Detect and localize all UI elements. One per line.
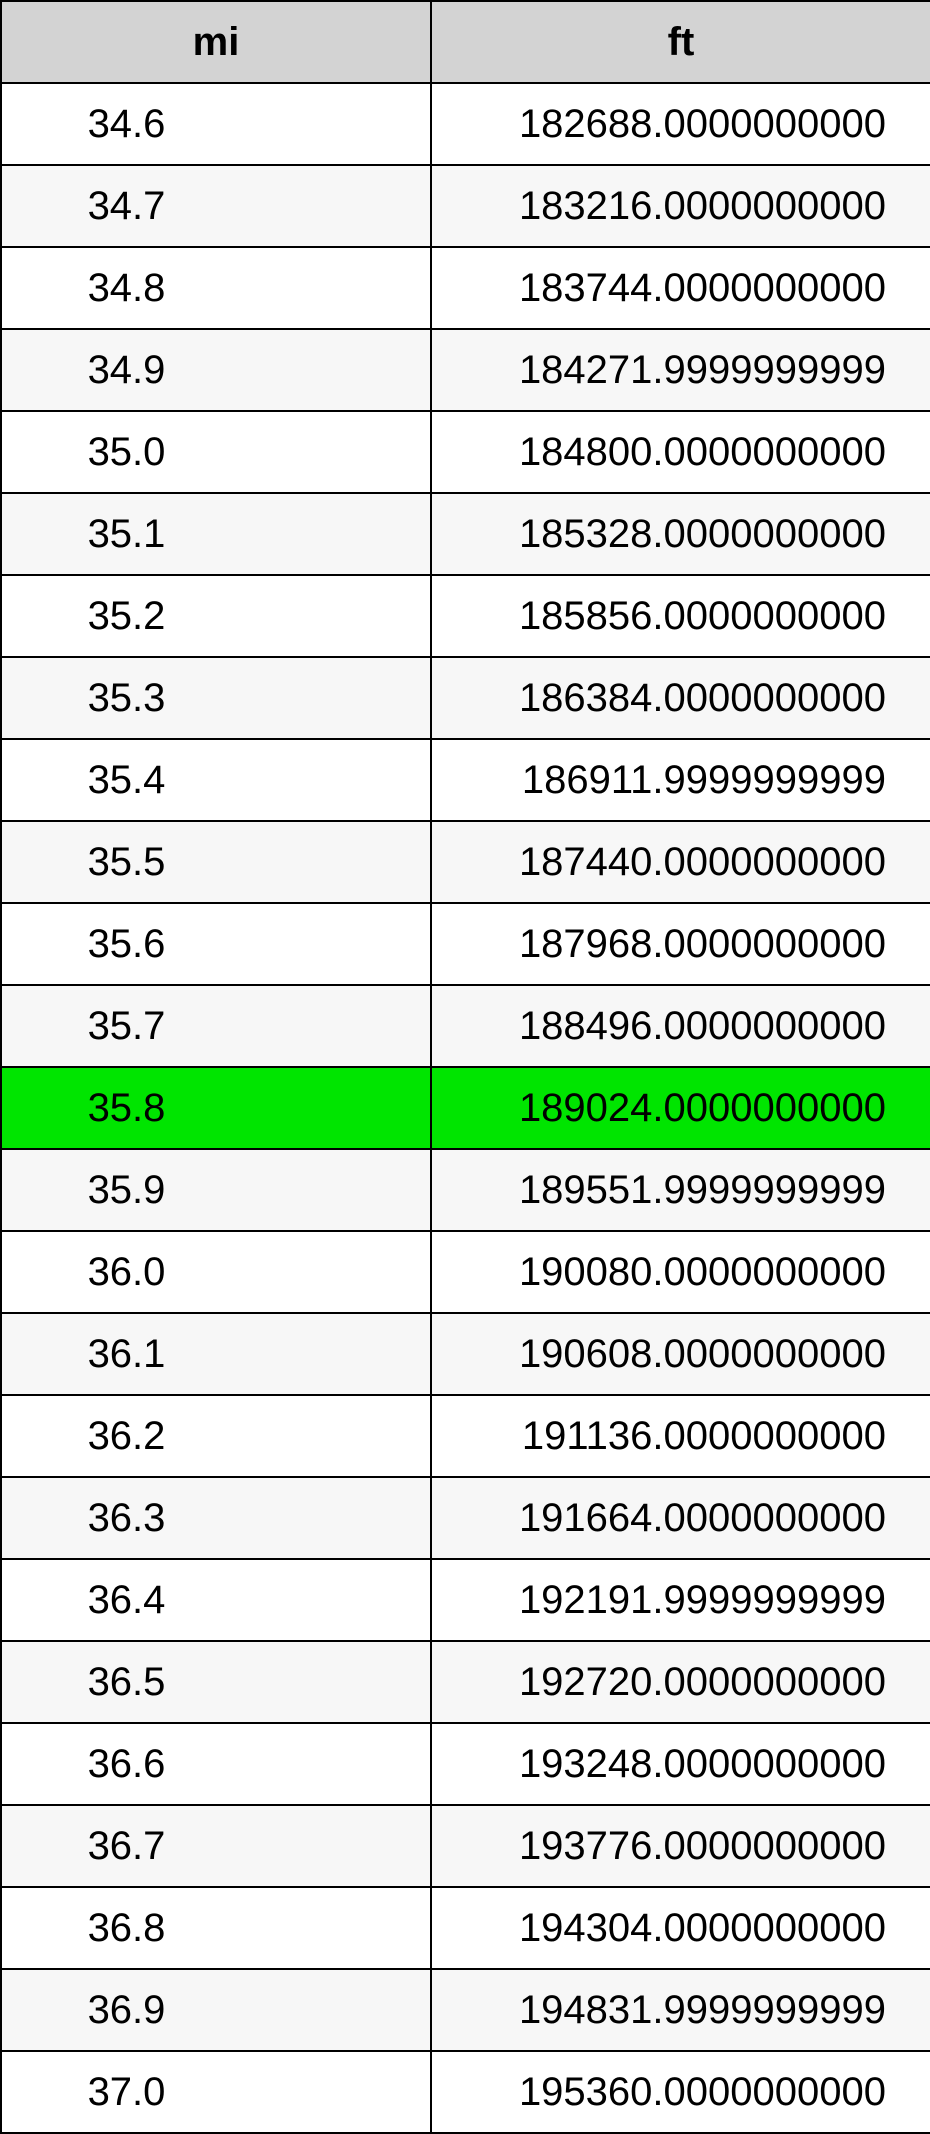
column-header-mi: mi xyxy=(1,1,431,83)
cell-ft: 194304.0000000000 xyxy=(431,1887,930,1969)
cell-ft: 186384.0000000000 xyxy=(431,657,930,739)
table-row: 36.1190608.0000000000 xyxy=(1,1313,930,1395)
cell-mi: 36.2 xyxy=(1,1395,431,1477)
cell-ft: 185328.0000000000 xyxy=(431,493,930,575)
cell-mi: 36.0 xyxy=(1,1231,431,1313)
table-row: 35.5187440.0000000000 xyxy=(1,821,930,903)
cell-mi: 35.9 xyxy=(1,1149,431,1231)
cell-ft: 189024.0000000000 xyxy=(431,1067,930,1149)
table-row: 35.8189024.0000000000 xyxy=(1,1067,930,1149)
table-row: 36.2191136.0000000000 xyxy=(1,1395,930,1477)
cell-ft: 191136.0000000000 xyxy=(431,1395,930,1477)
table-row: 35.0184800.0000000000 xyxy=(1,411,930,493)
column-header-ft: ft xyxy=(431,1,930,83)
table-row: 36.0190080.0000000000 xyxy=(1,1231,930,1313)
cell-ft: 190080.0000000000 xyxy=(431,1231,930,1313)
table-row: 36.3191664.0000000000 xyxy=(1,1477,930,1559)
cell-mi: 34.6 xyxy=(1,83,431,165)
cell-mi: 36.4 xyxy=(1,1559,431,1641)
cell-mi: 36.9 xyxy=(1,1969,431,2051)
cell-mi: 34.8 xyxy=(1,247,431,329)
cell-mi: 35.2 xyxy=(1,575,431,657)
cell-ft: 185856.0000000000 xyxy=(431,575,930,657)
cell-mi: 35.6 xyxy=(1,903,431,985)
table-row: 36.4192191.9999999999 xyxy=(1,1559,930,1641)
cell-mi: 34.9 xyxy=(1,329,431,411)
cell-mi: 34.7 xyxy=(1,165,431,247)
table-row: 35.7188496.0000000000 xyxy=(1,985,930,1067)
cell-mi: 37.0 xyxy=(1,2051,431,2133)
cell-ft: 193248.0000000000 xyxy=(431,1723,930,1805)
cell-ft: 192720.0000000000 xyxy=(431,1641,930,1723)
cell-mi: 36.5 xyxy=(1,1641,431,1723)
table-row: 34.9184271.9999999999 xyxy=(1,329,930,411)
cell-ft: 191664.0000000000 xyxy=(431,1477,930,1559)
cell-ft: 184800.0000000000 xyxy=(431,411,930,493)
table-row: 35.1185328.0000000000 xyxy=(1,493,930,575)
cell-ft: 187440.0000000000 xyxy=(431,821,930,903)
table-row: 35.6187968.0000000000 xyxy=(1,903,930,985)
cell-mi: 35.1 xyxy=(1,493,431,575)
cell-ft: 188496.0000000000 xyxy=(431,985,930,1067)
table-row: 35.4186911.9999999999 xyxy=(1,739,930,821)
cell-ft: 193776.0000000000 xyxy=(431,1805,930,1887)
cell-ft: 184271.9999999999 xyxy=(431,329,930,411)
table-header-row: mi ft xyxy=(1,1,930,83)
cell-ft: 183216.0000000000 xyxy=(431,165,930,247)
cell-mi: 35.3 xyxy=(1,657,431,739)
cell-ft: 192191.9999999999 xyxy=(431,1559,930,1641)
cell-ft: 190608.0000000000 xyxy=(431,1313,930,1395)
cell-ft: 194831.9999999999 xyxy=(431,1969,930,2051)
cell-ft: 186911.9999999999 xyxy=(431,739,930,821)
cell-mi: 35.4 xyxy=(1,739,431,821)
cell-mi: 36.7 xyxy=(1,1805,431,1887)
table-row: 36.7193776.0000000000 xyxy=(1,1805,930,1887)
cell-mi: 36.1 xyxy=(1,1313,431,1395)
table-row: 36.8194304.0000000000 xyxy=(1,1887,930,1969)
table-row: 35.9189551.9999999999 xyxy=(1,1149,930,1231)
cell-ft: 182688.0000000000 xyxy=(431,83,930,165)
cell-mi: 36.8 xyxy=(1,1887,431,1969)
table-row: 34.7183216.0000000000 xyxy=(1,165,930,247)
table-row: 37.0195360.0000000000 xyxy=(1,2051,930,2133)
cell-mi: 36.6 xyxy=(1,1723,431,1805)
cell-ft: 195360.0000000000 xyxy=(431,2051,930,2133)
cell-mi: 35.0 xyxy=(1,411,431,493)
cell-mi: 36.3 xyxy=(1,1477,431,1559)
cell-mi: 35.8 xyxy=(1,1067,431,1149)
conversion-table: mi ft 34.6182688.000000000034.7183216.00… xyxy=(0,0,930,2134)
table-row: 34.6182688.0000000000 xyxy=(1,83,930,165)
cell-ft: 189551.9999999999 xyxy=(431,1149,930,1231)
table-row: 36.5192720.0000000000 xyxy=(1,1641,930,1723)
table-row: 34.8183744.0000000000 xyxy=(1,247,930,329)
cell-ft: 183744.0000000000 xyxy=(431,247,930,329)
cell-mi: 35.7 xyxy=(1,985,431,1067)
cell-ft: 187968.0000000000 xyxy=(431,903,930,985)
table-row: 35.3186384.0000000000 xyxy=(1,657,930,739)
cell-mi: 35.5 xyxy=(1,821,431,903)
table-row: 36.9194831.9999999999 xyxy=(1,1969,930,2051)
table-row: 35.2185856.0000000000 xyxy=(1,575,930,657)
table-row: 36.6193248.0000000000 xyxy=(1,1723,930,1805)
